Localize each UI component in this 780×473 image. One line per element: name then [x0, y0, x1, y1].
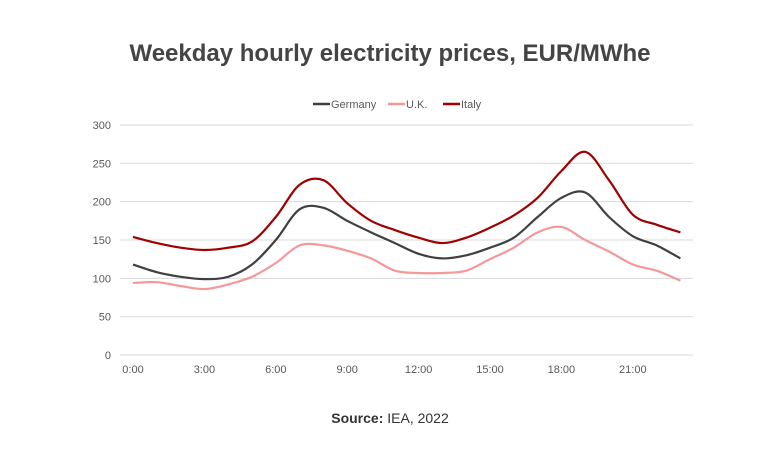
series-line-uk: [132, 225, 681, 291]
y-tick-label: 200: [93, 197, 111, 209]
x-tick-label: 6:00: [265, 364, 286, 376]
legend-label: Germany: [331, 99, 377, 111]
y-tick-label: 50: [99, 312, 111, 324]
x-tick-label: 9:00: [336, 364, 357, 376]
x-tick-label: 12:00: [405, 364, 433, 376]
y-tick-label: 100: [93, 273, 111, 285]
y-tick-label: 0: [105, 350, 111, 362]
source-label: Source:: [331, 410, 384, 426]
x-tick-label: 21:00: [619, 364, 647, 376]
chart-title: Weekday hourly electricity prices, EUR/M…: [129, 40, 651, 67]
x-tick-label: 18:00: [548, 364, 576, 376]
y-tick-label: 300: [93, 120, 111, 132]
y-tick-label: 150: [93, 235, 111, 247]
x-tick-label: 3:00: [194, 364, 215, 376]
legend-label: U.K.: [406, 99, 427, 111]
x-tick-label: 15:00: [476, 364, 504, 376]
source-text: IEA, 2022: [387, 410, 449, 426]
legend-label: Italy: [461, 99, 482, 111]
y-tick-label: 250: [93, 158, 111, 170]
series-line-germany: [132, 190, 681, 281]
x-tick-label: 0:00: [122, 364, 143, 376]
chart-source: Source: IEA, 2022: [0, 410, 780, 426]
series-line-italy: [132, 150, 681, 252]
